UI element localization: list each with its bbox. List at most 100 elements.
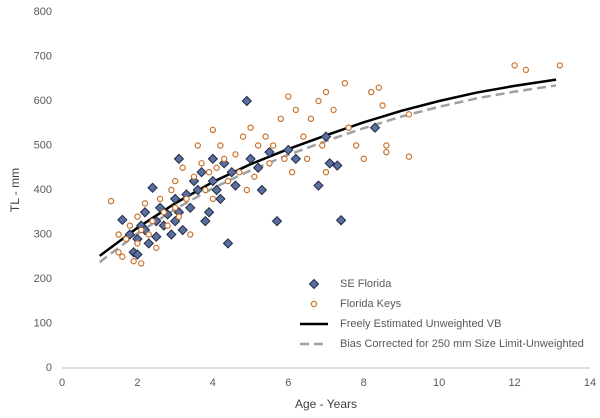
point <box>271 215 283 227</box>
point <box>171 177 179 185</box>
x-tick-label: 10 <box>433 377 445 389</box>
point <box>198 160 205 167</box>
point <box>137 226 145 234</box>
point <box>145 231 152 238</box>
y-tick-label: 0 <box>46 362 52 374</box>
point <box>379 102 386 109</box>
legend-label: SE Florida <box>340 278 392 290</box>
point <box>217 142 224 149</box>
point <box>251 173 258 180</box>
point <box>239 133 247 140</box>
y-tick-label: 100 <box>34 317 52 329</box>
point <box>290 153 302 165</box>
point <box>264 146 275 158</box>
point <box>256 184 268 196</box>
point <box>243 186 250 194</box>
point <box>192 184 203 196</box>
point <box>202 186 209 194</box>
point <box>360 155 367 163</box>
point <box>107 197 115 205</box>
point <box>203 207 215 218</box>
point <box>335 215 347 226</box>
point <box>156 195 164 203</box>
point <box>115 231 122 238</box>
point <box>196 166 207 178</box>
point <box>226 166 237 178</box>
point <box>147 182 158 193</box>
x-tick-label: 0 <box>59 377 65 389</box>
point <box>245 153 256 165</box>
x-tick-label: 4 <box>210 377 216 389</box>
point <box>211 184 222 196</box>
point <box>322 88 330 96</box>
point <box>292 106 300 114</box>
point <box>320 131 332 142</box>
point <box>236 168 243 176</box>
point <box>177 224 188 236</box>
point <box>330 106 337 114</box>
point <box>352 142 360 149</box>
point <box>169 193 181 205</box>
point <box>153 244 160 252</box>
point <box>130 258 137 265</box>
point <box>383 142 390 149</box>
point <box>171 204 179 211</box>
point <box>368 88 375 96</box>
point <box>322 168 330 176</box>
point <box>187 231 194 238</box>
y-tick-label: 300 <box>34 228 52 240</box>
y-tick-label: 500 <box>34 139 52 151</box>
point <box>341 79 349 87</box>
point <box>173 153 185 165</box>
point <box>224 177 232 185</box>
legend-label: Freely Estimated Unweighted VB <box>340 318 501 330</box>
point <box>137 260 145 267</box>
legend-swatch <box>310 300 318 308</box>
legend-label: Florida Keys <box>340 298 402 310</box>
x-tick-label: 8 <box>361 377 367 389</box>
point <box>315 97 322 105</box>
point <box>230 180 241 191</box>
point <box>190 173 198 180</box>
point <box>511 62 518 69</box>
point <box>134 240 141 247</box>
point <box>122 235 130 243</box>
point <box>119 253 126 260</box>
fit-line <box>98 78 557 257</box>
point <box>222 238 234 249</box>
point <box>254 142 262 149</box>
point <box>205 168 213 176</box>
point <box>194 142 201 149</box>
point <box>324 158 335 169</box>
point <box>288 168 296 176</box>
legend-swatch <box>308 278 320 290</box>
point <box>247 124 254 131</box>
point <box>143 238 154 249</box>
point <box>277 115 284 123</box>
point <box>405 153 413 160</box>
point <box>369 122 381 133</box>
y-tick-label: 600 <box>34 95 52 107</box>
x-tick-label: 12 <box>508 377 520 389</box>
point <box>209 195 217 203</box>
point <box>345 124 352 131</box>
point <box>185 202 196 214</box>
point <box>179 164 186 171</box>
point <box>252 162 264 173</box>
x-axis-label: Age - Years <box>295 397 357 411</box>
point <box>307 115 315 123</box>
point <box>207 153 219 165</box>
point <box>556 62 564 69</box>
x-tick-label: 14 <box>584 377 596 389</box>
y-tick-label: 700 <box>34 50 52 62</box>
point <box>215 193 226 205</box>
point <box>241 95 253 107</box>
y-tick-label: 200 <box>34 273 52 285</box>
point <box>313 180 324 191</box>
point <box>232 151 239 158</box>
point <box>151 231 162 242</box>
point <box>300 133 307 140</box>
y-axis-label: TL - mm <box>8 168 22 212</box>
